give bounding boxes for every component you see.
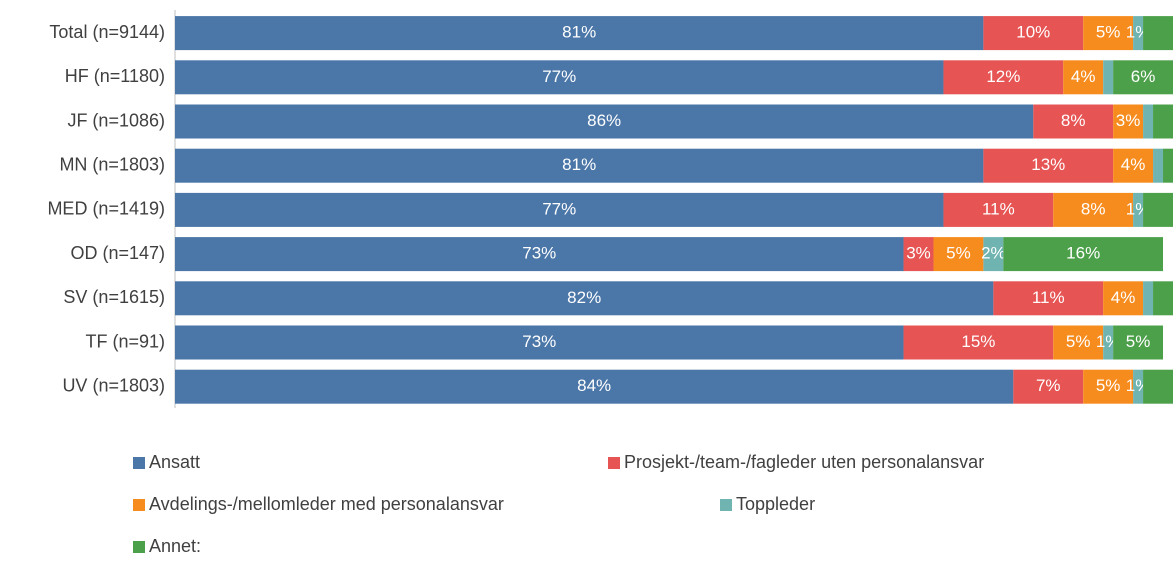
bar-segment bbox=[1083, 16, 1134, 51]
bar-segment bbox=[903, 325, 1054, 360]
y-tick-label: UV (n=1803) bbox=[62, 375, 165, 395]
bar-segment bbox=[1083, 369, 1134, 404]
bar-segment bbox=[1143, 16, 1173, 51]
bar-segment bbox=[983, 16, 1084, 51]
y-tick-label: HF (n=1180) bbox=[65, 66, 165, 86]
bar-segment bbox=[1143, 281, 1154, 316]
bar-segment bbox=[983, 148, 1114, 183]
data-label: 84% bbox=[577, 376, 611, 395]
data-label: 16% bbox=[1066, 244, 1100, 263]
bar-segment bbox=[1103, 60, 1114, 95]
data-label: 5% bbox=[1066, 332, 1091, 351]
data-label: 8% bbox=[1081, 199, 1106, 218]
data-label: 77% bbox=[542, 199, 576, 218]
bar-segment bbox=[1133, 192, 1144, 227]
data-label: 86% bbox=[587, 111, 621, 130]
y-tick-label: MED (n=1419) bbox=[47, 199, 165, 219]
bar-segment bbox=[1143, 369, 1173, 404]
data-label: 5% bbox=[1126, 332, 1151, 351]
data-label: 4% bbox=[1121, 155, 1146, 174]
bar-segment bbox=[1143, 192, 1173, 227]
bar-segment bbox=[943, 60, 1064, 95]
legend-swatch bbox=[133, 499, 145, 511]
bar-segment bbox=[1103, 281, 1144, 316]
data-label: 11% bbox=[982, 199, 1015, 218]
data-label: 6% bbox=[1131, 67, 1156, 86]
bar-segment bbox=[175, 104, 1034, 139]
data-label: 13% bbox=[1031, 155, 1065, 174]
bar-segment bbox=[1113, 148, 1154, 183]
bar-segment bbox=[983, 237, 1004, 272]
legend-label: Toppleder bbox=[736, 494, 815, 514]
bar-segment bbox=[175, 237, 904, 272]
legend-label: Avdelings-/mellomleder med personalansva… bbox=[149, 494, 504, 514]
legend-label: Prosjekt-/team-/fagleder uten personalan… bbox=[624, 452, 984, 472]
data-label: 8% bbox=[1061, 111, 1086, 130]
data-label: 3% bbox=[906, 244, 931, 263]
y-tick-label: JF (n=1086) bbox=[67, 110, 165, 130]
y-tick-label: SV (n=1615) bbox=[63, 287, 165, 307]
bar-segment bbox=[175, 16, 984, 51]
bar-segment bbox=[175, 60, 944, 95]
y-tick-label: TF (n=91) bbox=[85, 331, 165, 351]
bar-segment bbox=[175, 281, 994, 316]
data-label: 15% bbox=[961, 332, 995, 351]
bar-segment bbox=[1133, 369, 1144, 404]
bar-segment bbox=[1113, 325, 1164, 360]
bar-segment bbox=[1153, 104, 1173, 139]
bar-segment bbox=[1163, 148, 1173, 183]
data-label: 4% bbox=[1071, 67, 1096, 86]
data-label: 3% bbox=[1116, 111, 1141, 130]
bar-segment bbox=[175, 369, 1014, 404]
data-label: 5% bbox=[946, 244, 971, 263]
bar-segment bbox=[1013, 369, 1084, 404]
bar-segment bbox=[1003, 237, 1164, 272]
bar-segment bbox=[933, 237, 984, 272]
data-label: 11% bbox=[1032, 288, 1065, 307]
legend-label: Annet: bbox=[149, 536, 201, 556]
legend-swatch bbox=[133, 541, 145, 553]
data-label: 82% bbox=[567, 288, 601, 307]
legend-swatch bbox=[133, 457, 145, 469]
bar-segment bbox=[1153, 281, 1173, 316]
bar-segment bbox=[1053, 192, 1134, 227]
bar-segment bbox=[1113, 60, 1173, 95]
data-label: 81% bbox=[562, 155, 596, 174]
bar-segment bbox=[1103, 325, 1114, 360]
bar-segment bbox=[175, 325, 904, 360]
y-tick-label: MN (n=1803) bbox=[59, 154, 165, 174]
bar-segment bbox=[943, 192, 1054, 227]
data-label: 5% bbox=[1096, 376, 1121, 395]
y-tick-label: OD (n=147) bbox=[70, 243, 165, 263]
data-label: 4% bbox=[1111, 288, 1136, 307]
bar-segment bbox=[1033, 104, 1114, 139]
bar-segment bbox=[993, 281, 1104, 316]
bar-segment bbox=[175, 192, 944, 227]
data-label: 12% bbox=[986, 67, 1020, 86]
data-label: 73% bbox=[522, 332, 556, 351]
bar-segment bbox=[1113, 104, 1144, 139]
data-label: 10% bbox=[1016, 23, 1050, 42]
y-tick-label: Total (n=9144) bbox=[49, 22, 165, 42]
bar-segment bbox=[1133, 16, 1144, 51]
data-label: 2% bbox=[981, 244, 1006, 263]
bar-segment bbox=[1143, 104, 1154, 139]
bar-segment bbox=[1153, 148, 1164, 183]
data-label: 73% bbox=[522, 244, 556, 263]
legend-swatch bbox=[608, 457, 620, 469]
bar-segment bbox=[903, 237, 934, 272]
legend-swatch bbox=[720, 499, 732, 511]
bar-segment bbox=[1063, 60, 1104, 95]
data-label: 77% bbox=[542, 67, 576, 86]
data-label: 5% bbox=[1096, 23, 1121, 42]
bar-segment bbox=[175, 148, 984, 183]
bar-segment bbox=[1053, 325, 1104, 360]
data-label: 81% bbox=[562, 23, 596, 42]
legend-label: Ansatt bbox=[149, 452, 200, 472]
data-label: 7% bbox=[1036, 376, 1061, 395]
